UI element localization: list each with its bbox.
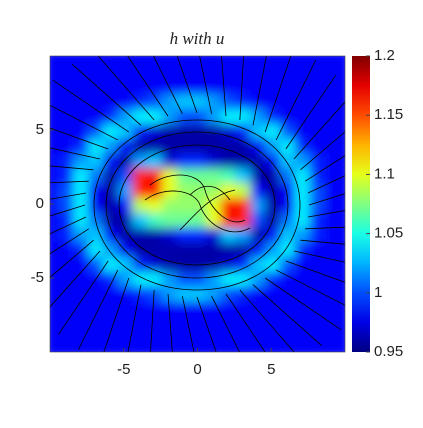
streamline [196, 296, 217, 352]
streamline [50, 104, 118, 141]
streamline [52, 79, 130, 133]
chart-title: h with u [170, 29, 225, 48]
streamline [50, 127, 109, 150]
colorbar-tick-label: 0.95 [374, 343, 403, 360]
streamline [50, 204, 86, 217]
radial-streamlines [50, 56, 345, 352]
x-tick-label: 5 [267, 361, 275, 378]
streamline [252, 56, 267, 126]
streamline [50, 228, 90, 255]
streamline [71, 64, 142, 126]
streamline [221, 56, 227, 117]
streamline [211, 296, 240, 352]
heat-cell [324, 331, 345, 352]
streamline [50, 239, 94, 278]
y-tick-label: 0 [36, 195, 44, 212]
streamline [50, 180, 89, 184]
streamline [97, 56, 155, 121]
streamline [285, 75, 337, 150]
streamline [50, 250, 101, 308]
streamline [264, 56, 292, 133]
streamline [103, 277, 130, 352]
colorbar-tick-label: 1.1 [374, 165, 395, 182]
x-tick-label: -5 [117, 361, 130, 378]
streamline [50, 165, 94, 171]
streamline [307, 175, 345, 194]
colorbar-tick-label: 1.15 [374, 106, 403, 123]
streamline [305, 226, 345, 230]
streamline [50, 216, 87, 235]
streamline [127, 56, 169, 117]
field [50, 56, 345, 352]
streamline [167, 293, 173, 352]
streamline [276, 269, 345, 306]
streamline [150, 289, 155, 352]
streamline [50, 147, 101, 160]
streamline [225, 293, 266, 352]
streamline [77, 269, 119, 351]
streamline [239, 289, 295, 352]
streamline [275, 59, 317, 141]
streamline [239, 56, 244, 121]
y-tick-label: 5 [36, 121, 44, 138]
colorbar [352, 56, 370, 352]
y-tick-label: -5 [31, 269, 44, 286]
streamline [307, 210, 345, 218]
streamline [300, 131, 345, 171]
streamline [293, 101, 345, 160]
streamline [127, 284, 142, 352]
colorbar-tick-label: 1 [374, 284, 382, 301]
streamline [285, 260, 345, 283]
colorbar-tick-label: 1.05 [374, 225, 403, 242]
streamlines [93, 119, 301, 291]
streamline [176, 56, 198, 114]
streamline [199, 56, 213, 114]
streamline [153, 56, 183, 114]
streamline [264, 277, 342, 331]
x-tick-label: 0 [193, 361, 201, 378]
streamline [252, 284, 323, 346]
streamline [293, 250, 345, 263]
colorbar-tick-label: 1.2 [374, 47, 395, 64]
streamline [304, 155, 345, 182]
streamline [50, 192, 87, 200]
streamline [57, 260, 109, 335]
streamline [300, 239, 345, 245]
streamline [181, 296, 195, 352]
streamline [308, 193, 345, 206]
